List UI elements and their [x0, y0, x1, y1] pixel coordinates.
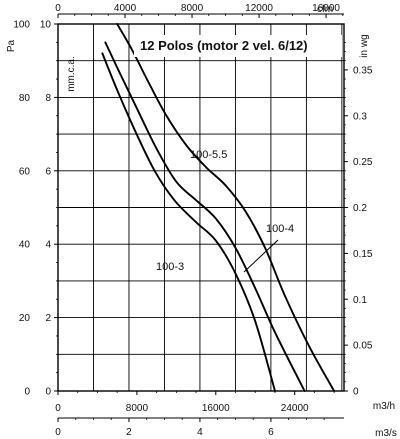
axes: 020406080100024681000.050.10.150.20.250.… — [13, 3, 373, 438]
y-tick-label-inwg: 0.15 — [353, 249, 373, 260]
series-curves — [101, 23, 336, 392]
y-tick-label-mmca: 10 — [40, 20, 52, 31]
series-curve-1 — [116, 23, 336, 392]
x-axis-label-m3h: m3/h — [373, 401, 395, 412]
y-tick-label-mmca: 8 — [45, 93, 51, 104]
y-tick-label-mmca: 6 — [45, 166, 51, 177]
series-label-leader — [243, 239, 279, 273]
x-tick-label-cfm: 0 — [55, 3, 61, 14]
series-label-1: 100-5.5 — [190, 149, 227, 161]
chart-title-box: 12 Polos (motor 2 vel. 6/12) — [134, 35, 342, 57]
title-background — [134, 35, 342, 57]
y-tick-label-inwg: 0.2 — [353, 203, 367, 214]
chart-title: 12 Polos (motor 2 vel. 6/12) — [140, 38, 308, 53]
curve-labels: 100-5.5 100-4 100-3 — [156, 149, 294, 273]
y-tick-label-inwg: 0.05 — [353, 341, 373, 352]
x-tick-label-m3s: 6 — [268, 427, 274, 438]
x-axis-label-m3s: m3/s — [375, 428, 397, 439]
x-tick-label-m3h: 16000 — [202, 403, 230, 414]
x-tick-label-m3s: 0 — [55, 427, 61, 438]
y-tick-label-inwg: 0.25 — [353, 157, 373, 168]
y-tick-label-pa: 80 — [19, 93, 31, 104]
x-tick-label-cfm: 8000 — [181, 3, 204, 14]
y-tick-label-inwg: 0.35 — [353, 65, 373, 76]
x-axis-label-cfm: cfm — [317, 4, 333, 15]
series-curve-3 — [101, 52, 276, 392]
y-tick-label-pa: 60 — [19, 166, 31, 177]
y-tick-label-mmca: 2 — [45, 313, 51, 324]
y-tick-label-mmca: 0 — [45, 387, 51, 398]
y-axis-label-inwg: in wg — [359, 34, 370, 57]
y-tick-label-mmca: 4 — [45, 240, 51, 251]
y-tick-label-pa: 100 — [13, 20, 30, 31]
x-tick-label-m3h: 24000 — [281, 403, 309, 414]
y-tick-label-inwg: 0 — [353, 387, 359, 398]
y-axis-label-mmca: mm.c.a. — [66, 56, 77, 92]
y-tick-label-inwg: 0.1 — [353, 295, 367, 306]
y-axis-label-pa: Pa — [6, 39, 17, 52]
x-tick-label-cfm: 12000 — [245, 3, 273, 14]
x-tick-label-m3s: 4 — [197, 427, 203, 438]
x-tick-label-m3h: 0 — [55, 403, 61, 414]
series-label-3: 100-3 — [156, 261, 184, 273]
x-tick-label-m3s: 2 — [126, 427, 132, 438]
x-tick-label-cfm: 16000 — [312, 3, 340, 14]
x-tick-label-m3h: 8000 — [126, 403, 149, 414]
y-tick-label-inwg: 0.3 — [353, 111, 367, 122]
x-tick-label-cfm: 4000 — [114, 3, 137, 14]
grid — [58, 24, 344, 391]
y-tick-label-pa: 0 — [24, 387, 30, 398]
series-curve-2 — [104, 41, 306, 392]
y-tick-label-pa: 40 — [19, 240, 31, 251]
y-tick-label-pa: 20 — [19, 313, 31, 324]
series-label-2: 100-4 — [266, 223, 294, 235]
